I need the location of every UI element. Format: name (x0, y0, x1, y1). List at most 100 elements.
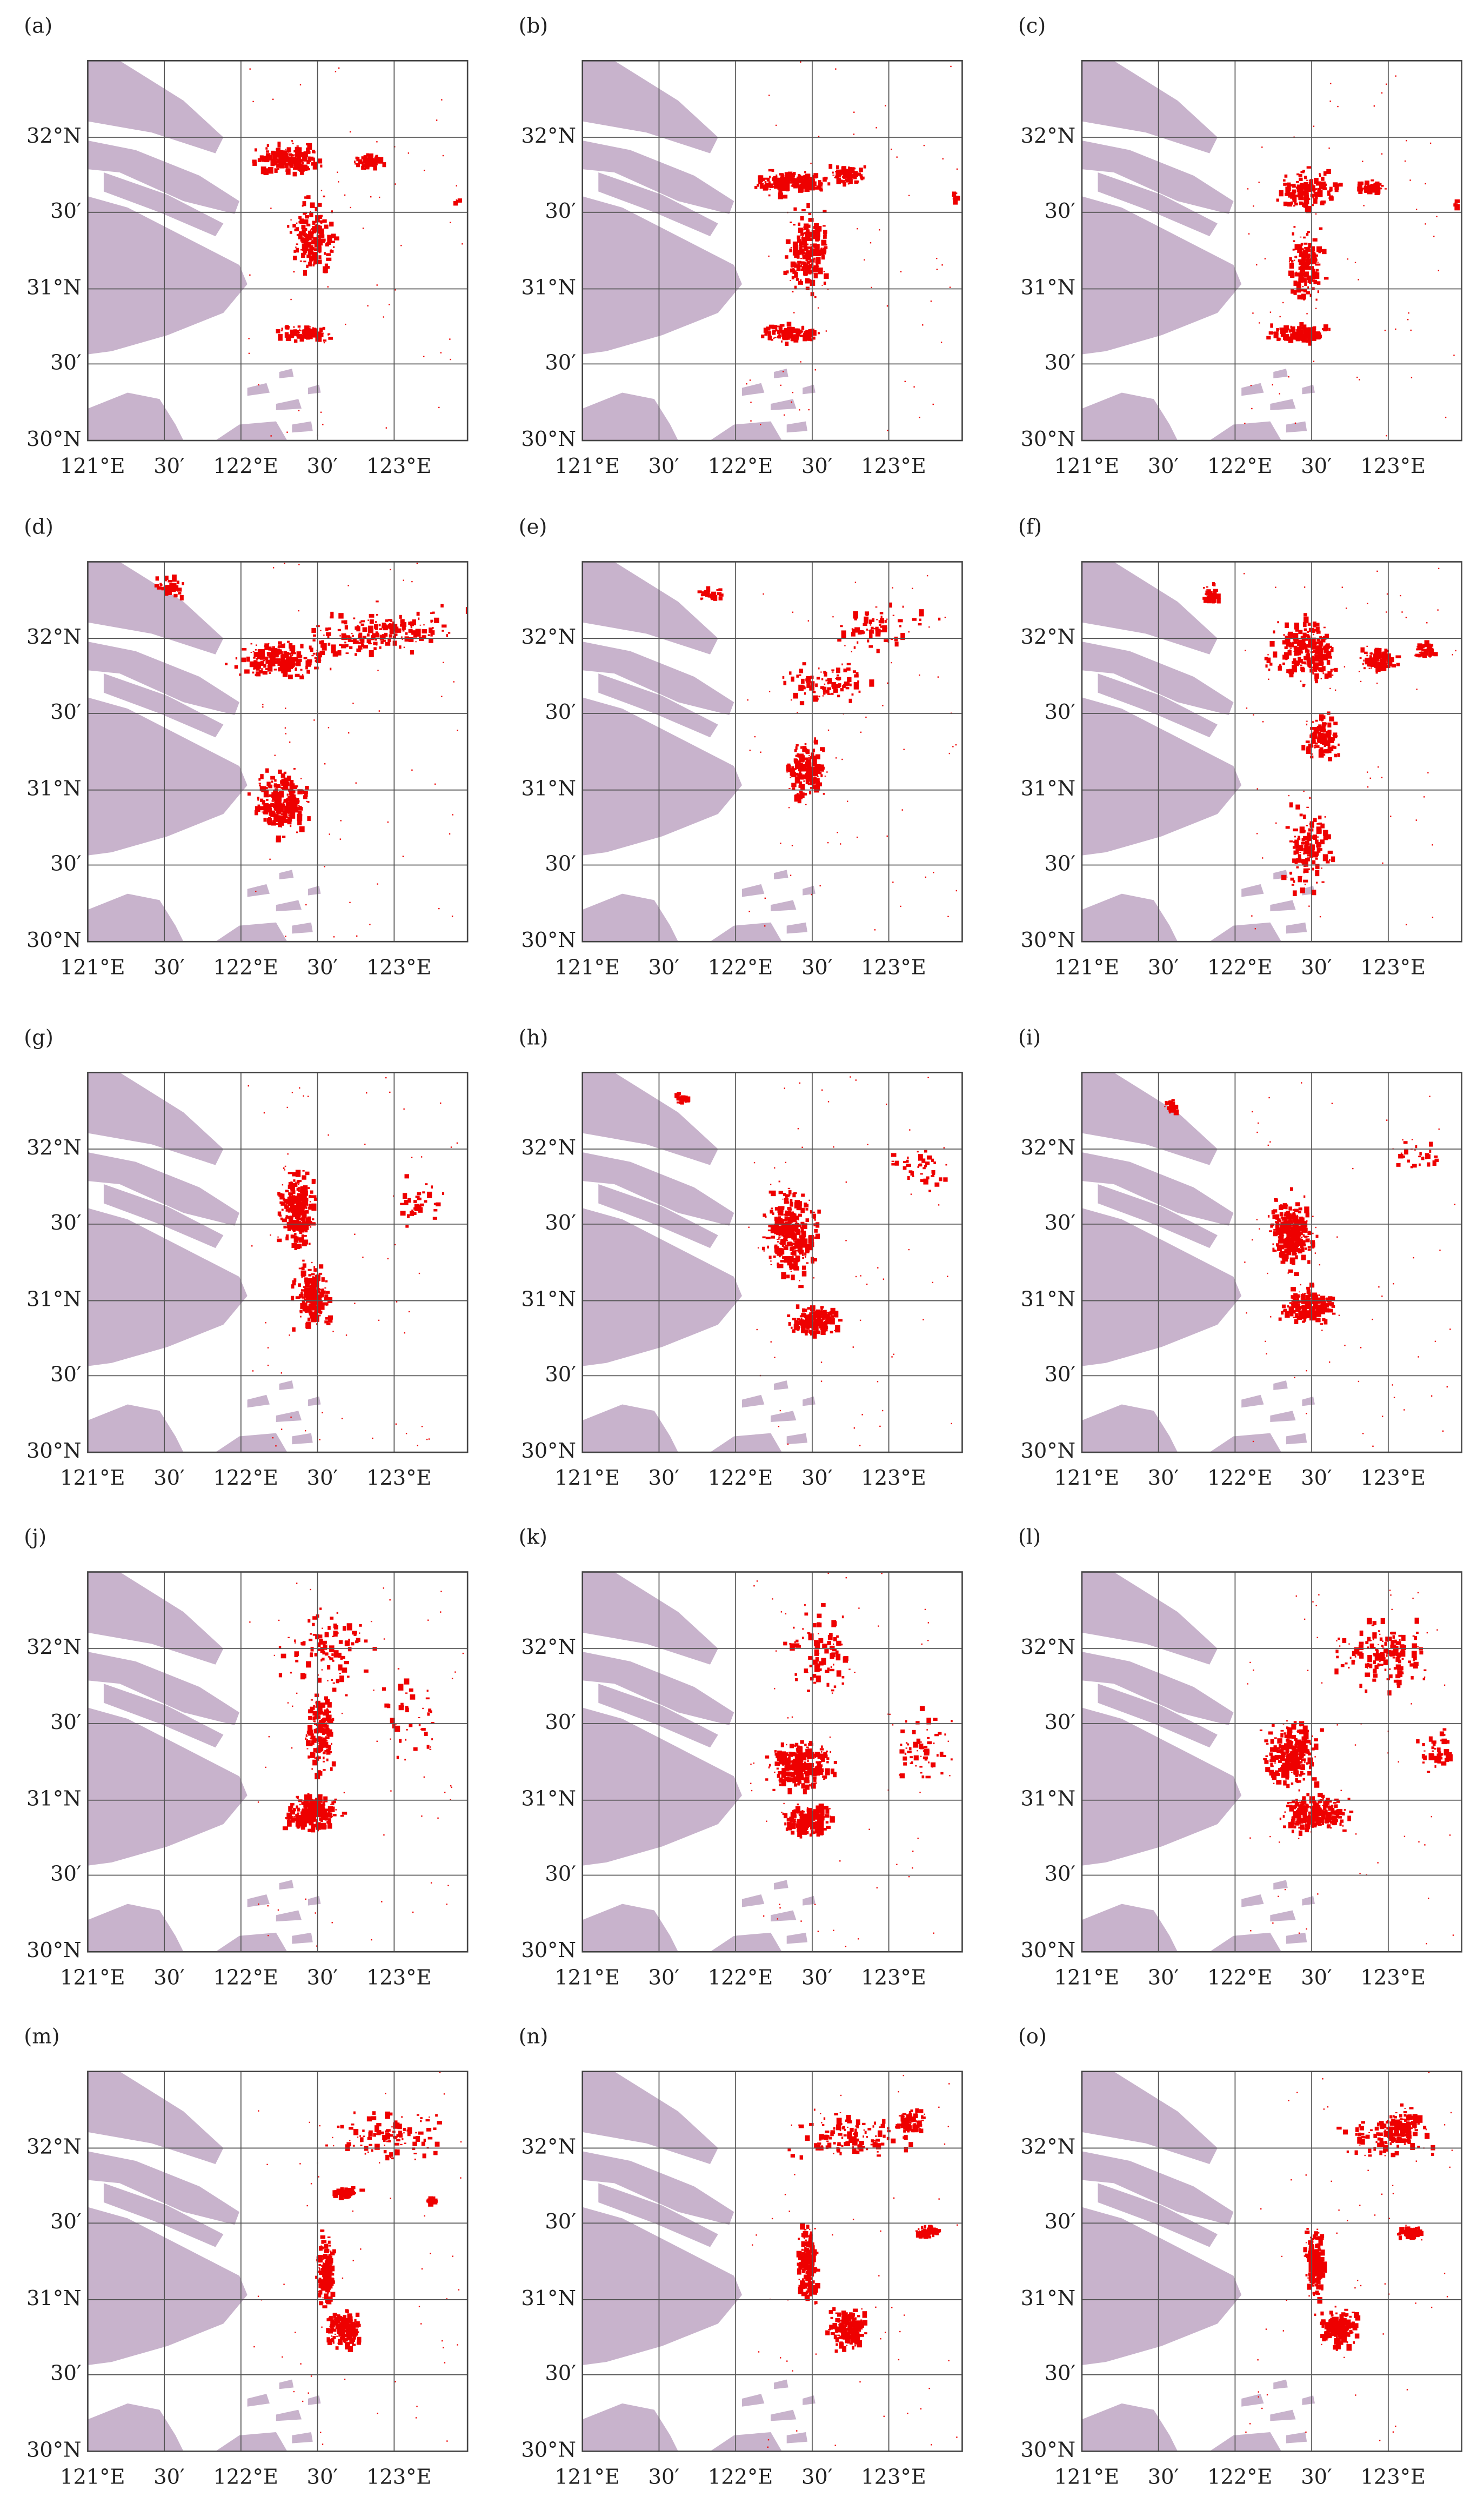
red-patch (258, 783, 262, 784)
red-speck (1406, 924, 1407, 926)
red-patch (792, 334, 796, 337)
red-speck (378, 710, 380, 712)
red-patch (370, 643, 372, 644)
red-patch (168, 580, 172, 583)
red-patch (786, 764, 791, 772)
red-patch (768, 324, 774, 329)
red-speck (289, 1334, 290, 1336)
red-patch (268, 817, 271, 821)
red-speck (800, 361, 801, 363)
red-patch (302, 1194, 307, 1198)
red-patch (824, 246, 828, 249)
red-patch (310, 238, 312, 241)
red-patch (269, 672, 271, 675)
red-patch (838, 678, 840, 680)
lat-label: 30′ (545, 1211, 576, 1235)
red-patch (1299, 236, 1302, 238)
red-patch (819, 1311, 824, 1316)
red-patch (1310, 727, 1315, 730)
red-patch (409, 1211, 415, 1216)
red-speck (390, 569, 391, 571)
red-patch (1323, 749, 1329, 754)
red-patch (1382, 655, 1387, 662)
red-patch (814, 698, 819, 700)
red-patch (1298, 854, 1301, 859)
red-patch (302, 790, 304, 792)
red-patch (1311, 656, 1314, 659)
red-patch (349, 646, 353, 649)
red-patch (939, 1177, 942, 1181)
red-patch (820, 686, 825, 690)
red-patch (778, 190, 783, 193)
red-patch (1313, 331, 1316, 334)
red-patch (294, 228, 297, 231)
red-patch (272, 820, 276, 822)
red-patch (263, 790, 269, 798)
land (1241, 884, 1264, 897)
red-patch (1266, 336, 1271, 340)
red-patch (287, 816, 292, 822)
red-patch (791, 1237, 794, 1240)
red-patch (1302, 193, 1307, 196)
land (88, 642, 239, 715)
red-patch (793, 1239, 796, 1240)
red-patch (853, 611, 858, 619)
red-patch (813, 1317, 814, 1319)
red-patch (785, 1213, 790, 1217)
red-patch (1320, 201, 1325, 205)
red-patch (825, 1326, 828, 1329)
red-patch (1311, 867, 1314, 871)
red-patch (422, 629, 427, 634)
red-patch (389, 627, 395, 635)
red-patch (822, 747, 825, 752)
red-speck (252, 1370, 254, 1372)
red-patch (1326, 660, 1331, 665)
red-patch (788, 1213, 792, 1216)
red-patch (304, 1296, 306, 1298)
red-speck (1275, 586, 1276, 588)
red-patch (319, 650, 325, 655)
red-patch (768, 176, 771, 178)
red-patch (805, 804, 807, 805)
land (598, 172, 718, 237)
red-patch (1302, 326, 1306, 329)
red-patch (276, 164, 282, 168)
red-patch (260, 774, 264, 779)
red-patch (817, 1209, 821, 1214)
red-patch (754, 186, 758, 189)
red-speck (1244, 423, 1246, 424)
red-speck (266, 658, 269, 660)
red-patch (324, 252, 326, 255)
red-speck (857, 836, 858, 838)
red-patch (1293, 226, 1296, 228)
red-patch (797, 332, 799, 336)
red-patch (367, 619, 369, 622)
red-patch (301, 1272, 305, 1277)
red-patch (1358, 184, 1362, 190)
red-patch (297, 820, 302, 825)
red-patch (303, 657, 305, 659)
red-patch (785, 239, 791, 244)
red-patch (341, 633, 346, 640)
red-patch (1295, 851, 1299, 854)
red-patch (1295, 329, 1298, 331)
red-patch (414, 633, 416, 635)
red-patch (287, 821, 292, 825)
red-speck (1415, 209, 1418, 210)
red-patch (283, 1225, 286, 1229)
red-patch (256, 671, 261, 677)
land (786, 421, 808, 433)
red-patch (776, 1250, 778, 1252)
red-patch (289, 158, 293, 162)
red-speck (269, 858, 271, 860)
red-patch (355, 626, 360, 630)
red-patch (773, 1255, 776, 1258)
red-patch (1311, 335, 1316, 341)
red-patch (1280, 328, 1286, 335)
red-patch (774, 337, 777, 338)
red-patch (1311, 248, 1315, 252)
red-patch (288, 796, 291, 799)
red-patch (1311, 890, 1316, 896)
red-patch (313, 634, 316, 637)
